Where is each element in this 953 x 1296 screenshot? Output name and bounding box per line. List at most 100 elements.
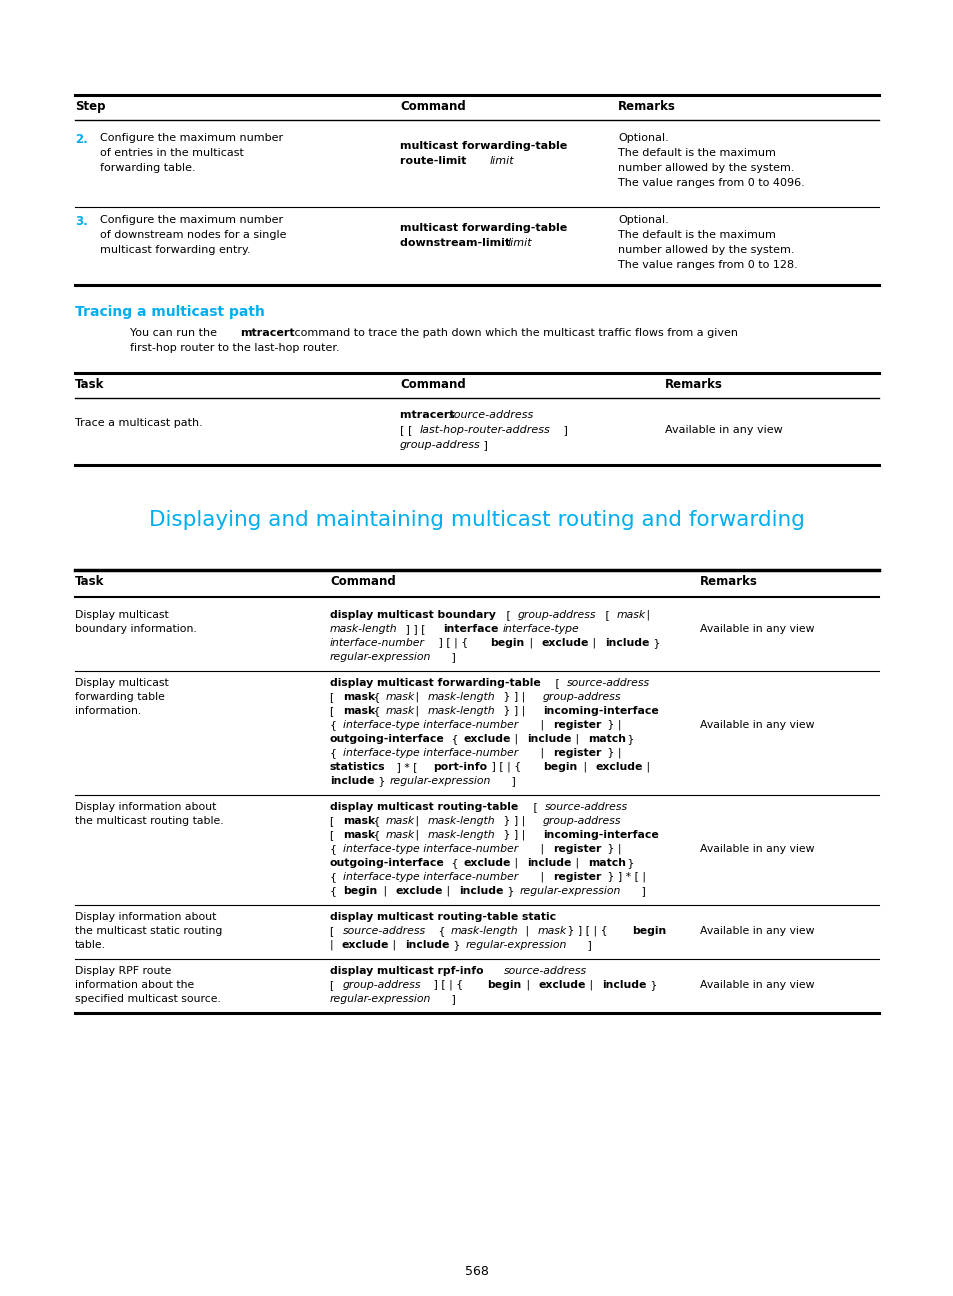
Text: ]: ] — [583, 940, 591, 950]
Text: mask: mask — [386, 829, 415, 840]
Text: include: include — [405, 940, 449, 950]
Text: |: | — [330, 940, 336, 950]
Text: |: | — [572, 734, 582, 744]
Text: route-limit: route-limit — [399, 156, 470, 166]
Text: [: [ — [330, 706, 337, 715]
Text: ]: ] — [479, 441, 487, 450]
Text: interface-type interface-number: interface-type interface-number — [343, 748, 517, 758]
Text: begin: begin — [486, 980, 520, 990]
Text: Available in any view: Available in any view — [664, 425, 781, 435]
Text: {: { — [435, 927, 449, 936]
Text: ]: ] — [507, 776, 516, 785]
Text: ] [ | {: ] [ | { — [488, 762, 524, 772]
Text: group-address: group-address — [343, 980, 421, 990]
Text: |: | — [585, 980, 596, 990]
Text: exclude: exclude — [596, 762, 642, 772]
Text: register: register — [553, 748, 600, 758]
Text: {: { — [448, 858, 461, 868]
Text: Optional.: Optional. — [618, 133, 668, 143]
Text: display multicast rpf-info: display multicast rpf-info — [330, 966, 487, 976]
Text: group-address: group-address — [517, 610, 596, 619]
Text: mask: mask — [343, 706, 375, 715]
Text: |: | — [522, 980, 533, 990]
Text: regular-expression: regular-expression — [465, 940, 567, 950]
Text: display multicast routing-table: display multicast routing-table — [330, 802, 517, 813]
Text: [: [ — [601, 610, 613, 619]
Text: } ] |: } ] | — [499, 829, 528, 841]
Text: Tracing a multicast path: Tracing a multicast path — [75, 305, 265, 319]
Text: 3.: 3. — [75, 215, 88, 228]
Text: }: } — [646, 980, 657, 990]
Text: [: [ — [330, 816, 337, 826]
Text: include: include — [330, 776, 374, 785]
Text: [: [ — [330, 980, 337, 990]
Text: The value ranges from 0 to 4096.: The value ranges from 0 to 4096. — [618, 178, 804, 188]
Text: mask-length: mask-length — [428, 816, 496, 826]
Text: exclude: exclude — [341, 940, 389, 950]
Text: [: [ — [330, 692, 337, 702]
Text: ]: ] — [448, 994, 456, 1004]
Text: }: } — [503, 886, 517, 896]
Text: statistics: statistics — [330, 762, 385, 772]
Text: Configure the maximum number: Configure the maximum number — [100, 215, 283, 226]
Text: regular-expression: regular-expression — [330, 994, 431, 1004]
Text: }: } — [450, 940, 463, 950]
Text: Display information about: Display information about — [75, 802, 216, 813]
Text: |: | — [412, 706, 422, 717]
Text: }: } — [623, 734, 634, 744]
Text: interface-number: interface-number — [330, 638, 424, 648]
Text: include: include — [526, 858, 571, 868]
Text: Available in any view: Available in any view — [700, 980, 814, 990]
Text: Optional.: Optional. — [618, 215, 668, 226]
Text: interface-type: interface-type — [502, 623, 579, 634]
Text: mtracert: mtracert — [399, 410, 458, 420]
Text: {: { — [330, 748, 340, 758]
Text: {: { — [370, 816, 384, 826]
Text: |: | — [537, 872, 547, 883]
Text: Available in any view: Available in any view — [700, 623, 814, 634]
Text: include: include — [601, 980, 646, 990]
Text: ] * [: ] * [ — [393, 762, 420, 772]
Text: |: | — [525, 638, 536, 648]
Text: interface-type interface-number: interface-type interface-number — [343, 844, 517, 854]
Text: Remarks: Remarks — [700, 575, 757, 588]
Text: mask: mask — [386, 706, 415, 715]
Text: exclude: exclude — [463, 858, 511, 868]
Text: [: [ — [330, 927, 337, 936]
Text: exclude: exclude — [541, 638, 589, 648]
Text: |: | — [537, 748, 547, 758]
Text: The default is the maximum: The default is the maximum — [618, 229, 775, 240]
Text: register: register — [553, 844, 600, 854]
Text: Display information about: Display information about — [75, 912, 216, 921]
Text: |: | — [537, 721, 547, 731]
Text: interface-type interface-number: interface-type interface-number — [343, 721, 517, 730]
Text: 2.: 2. — [75, 133, 88, 146]
Text: } ] [ | {: } ] [ | { — [563, 927, 611, 937]
Text: Display multicast: Display multicast — [75, 610, 169, 619]
Text: limit: limit — [490, 156, 514, 166]
Text: |: | — [642, 762, 649, 772]
Text: Trace a multicast path.: Trace a multicast path. — [75, 419, 203, 428]
Text: [: [ — [502, 610, 514, 619]
Text: mask-length: mask-length — [428, 692, 496, 702]
Text: interface-type interface-number: interface-type interface-number — [343, 872, 517, 883]
Text: specified multicast source.: specified multicast source. — [75, 994, 221, 1004]
Text: Command: Command — [399, 100, 465, 113]
Text: mask-length: mask-length — [428, 706, 496, 715]
Text: regular-expression: regular-expression — [330, 652, 431, 662]
Text: 568: 568 — [464, 1265, 489, 1278]
Text: [ [: [ [ — [399, 425, 416, 435]
Text: mask: mask — [343, 816, 375, 826]
Text: |: | — [511, 858, 521, 868]
Text: display multicast routing-table static: display multicast routing-table static — [330, 912, 556, 921]
Text: include: include — [526, 734, 571, 744]
Text: } |: } | — [603, 721, 620, 731]
Text: source-address: source-address — [449, 410, 534, 420]
Text: Display multicast: Display multicast — [75, 678, 169, 688]
Text: interface: interface — [442, 623, 497, 634]
Text: ]: ] — [638, 886, 645, 896]
Text: port-info: port-info — [433, 762, 487, 772]
Text: source-address: source-address — [544, 802, 627, 813]
Text: begin: begin — [343, 886, 376, 896]
Text: Task: Task — [75, 378, 104, 391]
